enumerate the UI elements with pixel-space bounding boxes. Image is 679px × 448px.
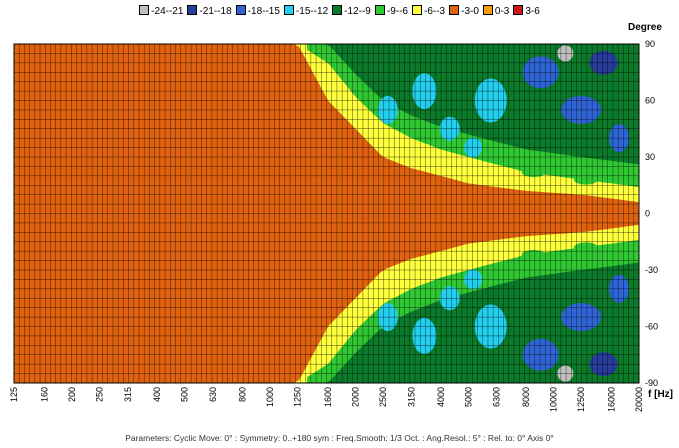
x-tick-label: 200 [67, 387, 77, 402]
x-tick-label: 160 [39, 387, 49, 402]
x-tick-label: 12500 [576, 387, 586, 412]
legend-label: -18--15 [247, 6, 280, 17]
contour-lobe [573, 174, 598, 185]
parameters-caption: Parameters: Cyclic Move: 0° : Symmetry: … [125, 433, 554, 443]
y-tick-label: 60 [645, 96, 655, 106]
y-tick-label: 0 [645, 209, 650, 219]
x-tick-label: 630 [208, 387, 218, 402]
y-tick-label: 30 [645, 152, 655, 162]
plot-border [13, 43, 640, 384]
contour-lobe [573, 242, 598, 253]
y-tick-label: -30 [645, 265, 658, 275]
x-tick-label: 2500 [378, 387, 388, 407]
y-axis-title: Degree [628, 22, 662, 33]
contour-lobe [521, 167, 546, 178]
chart-legend: -24--21 -21--18 -18--15 -15--12 -12--9 -9--6 -… [0, 5, 679, 18]
legend-item: 3-6 [513, 5, 540, 18]
x-tick-label: 10000 [549, 387, 559, 412]
plot-grid [13, 43, 640, 384]
y-tick-labels: 90 60 30 0 -30 -60 -90 [645, 39, 658, 388]
legend-item: -3-0 [449, 5, 479, 18]
x-tick-label: 1250 [293, 387, 303, 407]
legend-swatch [283, 5, 294, 15]
legend-item: -15--12 [283, 5, 329, 18]
legend-swatch [482, 5, 493, 15]
legend-label: -24--21 [151, 6, 184, 17]
legend-swatch [449, 5, 460, 15]
legend-label: -3-0 [461, 6, 479, 17]
legend-item: -24--21 [139, 5, 183, 18]
x-tick-label: 6300 [492, 387, 502, 407]
x-tick-label: 3150 [406, 387, 416, 407]
x-tick-label: 8000 [521, 387, 531, 407]
legend-label: -9--6 [386, 6, 408, 17]
legend-item: -6--3 [411, 5, 446, 18]
x-tick-label: 500 [180, 387, 190, 402]
contour-regions [287, 44, 639, 383]
y-tick-label: -60 [645, 322, 658, 332]
legend-label: 3-6 [525, 6, 540, 17]
legend-swatch [513, 5, 524, 15]
x-tick-label: 20000 [634, 387, 644, 412]
legend-swatch [139, 5, 150, 15]
legend-swatch [374, 5, 385, 15]
x-tick-label: 1600 [323, 387, 333, 407]
x-tick-label: 800 [238, 387, 248, 402]
x-tick-label: 125 [9, 387, 19, 402]
legend-item: -18--15 [235, 5, 280, 18]
x-axis-title: f [Hz] [648, 389, 673, 400]
x-tick-label: 1000 [265, 387, 275, 407]
x-tick-label: 2000 [350, 387, 360, 407]
x-tick-label: 5000 [463, 387, 473, 407]
x-tick-label: 4000 [436, 387, 446, 407]
legend-label: -12--9 [344, 6, 371, 17]
legend-swatch [187, 5, 198, 15]
legend-swatch [332, 5, 343, 15]
legend-label: -6--3 [423, 6, 446, 17]
x-tick-label: 16000 [607, 387, 617, 412]
y-tick-label: 90 [645, 39, 655, 49]
legend-label: 0-3 [494, 6, 510, 17]
x-tick-label: 315 [123, 387, 133, 402]
legend-label: -15--12 [295, 6, 329, 17]
legend-item: -12--9 [332, 5, 371, 18]
legend-label: -21--18 [199, 6, 232, 17]
legend-swatch [411, 5, 422, 15]
x-tick-label: 250 [94, 387, 104, 402]
x-tick-labels: 125 160 200 250 315 400 500 630 800 1000 1250 1600 2… [9, 387, 644, 412]
y-tick-label: -90 [645, 378, 658, 388]
contour-lobe [521, 249, 546, 260]
x-tick-label: 400 [152, 387, 162, 402]
legend-item: -9--6 [374, 5, 408, 18]
legend-swatch [235, 5, 246, 15]
legend-item: -21--18 [187, 5, 232, 18]
legend-item: 0-3 [482, 5, 510, 18]
